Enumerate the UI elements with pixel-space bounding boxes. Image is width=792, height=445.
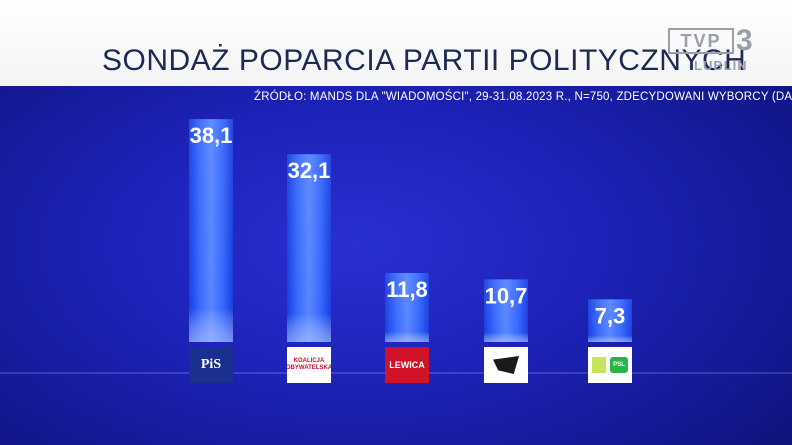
pis-logo-text: PiS xyxy=(200,357,222,372)
bar-shading-2 xyxy=(385,272,429,342)
bar-shading-0 xyxy=(189,119,233,343)
bar-value-label-0: 38,1 xyxy=(190,123,233,148)
tvp3-lublin-logo: TVP 3 LUBLIN xyxy=(662,24,772,78)
bar-shading-3 xyxy=(484,279,528,342)
bar-group-4: 7,3 xyxy=(588,299,632,342)
bar-group-2: 11,8 xyxy=(385,272,429,342)
lewica-logo: LEWICA xyxy=(385,347,429,383)
title-bar: SONDAŻ POPARCIA PARTII POLITYCZNYCH TVP … xyxy=(0,0,792,86)
bar-shading-4 xyxy=(588,299,632,342)
konfederacja-emblem-icon xyxy=(493,356,519,374)
tvp-logo-text: TVP xyxy=(668,28,734,54)
pis-logo: PiS xyxy=(189,347,233,383)
bar-value-label-2: 11,8 xyxy=(386,277,428,302)
psl-logo-text: PSL xyxy=(610,357,628,373)
tvp-logo-number: 3 xyxy=(736,24,753,57)
bar-value-label-4: 7,3 xyxy=(595,303,626,328)
konfederacja-logo xyxy=(484,347,528,383)
bar-shading-1 xyxy=(287,154,331,342)
ko-logo-text: KOALICJA OBYWATELSKA xyxy=(287,358,331,371)
bar-group-0: 38,1 xyxy=(189,119,233,343)
bar-group-1: 32,1 xyxy=(287,154,331,342)
source-note: ŹRÓDŁO: MANDS DLA "WIADOMOŚCI", 29-31.08… xyxy=(254,91,792,103)
bar-value-label-1: 32,1 xyxy=(288,158,331,183)
trzecia-droga-logo: PSL xyxy=(588,347,632,383)
trzecia-droga-leaf-icon xyxy=(592,357,606,373)
chart-title: SONDAŻ POPARCIA PARTII POLITYCZNYCH xyxy=(102,44,747,77)
lewica-logo-text: LEWICA xyxy=(389,360,425,370)
bar-value-label-3: 10,7 xyxy=(485,283,528,308)
ko-logo: KOALICJA OBYWATELSKA xyxy=(287,347,331,383)
tvp-logo-city: LUBLIN xyxy=(694,58,748,73)
bar-group-3: 10,7 xyxy=(484,279,528,342)
